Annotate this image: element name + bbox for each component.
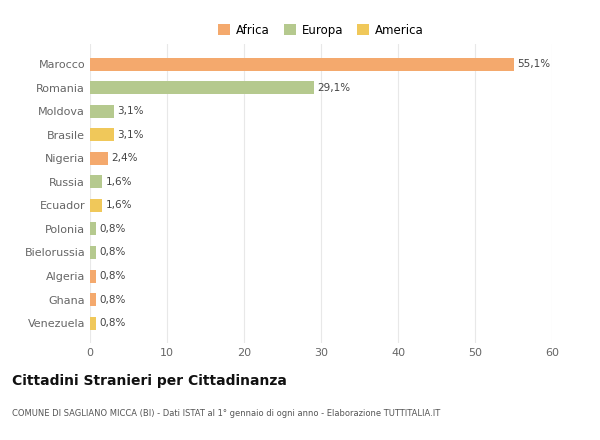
Bar	[90, 81, 314, 94]
Bar	[90, 152, 109, 165]
Text: COMUNE DI SAGLIANO MICCA (BI) - Dati ISTAT al 1° gennaio di ogni anno - Elaboraz: COMUNE DI SAGLIANO MICCA (BI) - Dati IST…	[12, 409, 440, 418]
Text: 0,8%: 0,8%	[99, 247, 125, 257]
Text: 0,8%: 0,8%	[99, 224, 125, 234]
Bar	[90, 58, 514, 70]
Bar	[90, 128, 114, 141]
Text: 1,6%: 1,6%	[106, 177, 132, 187]
Text: 0,8%: 0,8%	[99, 271, 125, 281]
Bar	[90, 176, 103, 188]
Text: 2,4%: 2,4%	[112, 153, 138, 163]
Text: 3,1%: 3,1%	[117, 106, 143, 116]
Text: 0,8%: 0,8%	[99, 294, 125, 304]
Text: 0,8%: 0,8%	[99, 318, 125, 328]
Bar	[90, 105, 114, 117]
Text: 29,1%: 29,1%	[317, 83, 350, 93]
Bar	[90, 293, 96, 306]
Text: Cittadini Stranieri per Cittadinanza: Cittadini Stranieri per Cittadinanza	[12, 374, 287, 388]
Legend: Africa, Europa, America: Africa, Europa, America	[215, 20, 427, 40]
Text: 3,1%: 3,1%	[117, 130, 143, 140]
Bar	[90, 199, 103, 212]
Bar	[90, 223, 96, 235]
Text: 1,6%: 1,6%	[106, 200, 132, 210]
Text: 55,1%: 55,1%	[517, 59, 550, 69]
Bar	[90, 270, 96, 282]
Bar	[90, 246, 96, 259]
Bar	[90, 317, 96, 330]
